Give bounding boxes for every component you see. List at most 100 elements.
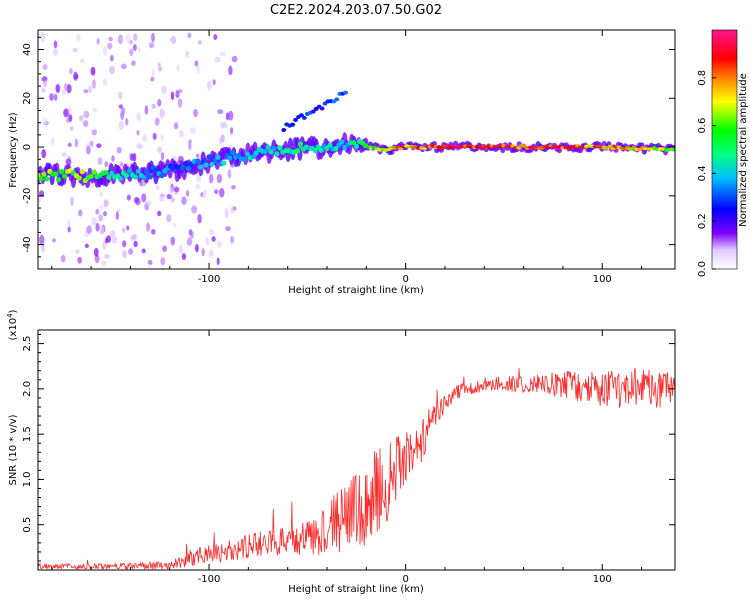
- spectrogram-noise-cell: [99, 191, 103, 198]
- spectrogram-noise-cell: [209, 228, 214, 236]
- spectrogram-noise-cell: [116, 146, 122, 154]
- spectrogram-noise-cell: [43, 79, 48, 88]
- spectrogram-noise-cell: [111, 235, 118, 244]
- spectrogram-noise-cell: [67, 142, 72, 147]
- spectrogram-branch-cell: [310, 109, 316, 114]
- spectrogram-noise-cell: [76, 33, 81, 42]
- spectrogram-noise-cell: [137, 46, 141, 53]
- spectrogram-noise-cell: [92, 108, 98, 113]
- spectrogram-noise-cell: [151, 228, 156, 235]
- spectrogram-noise-cell: [185, 50, 190, 58]
- spectrogram-branch-cell: [334, 97, 340, 102]
- spectrogram-noise-cell: [214, 56, 221, 63]
- spectrogram-branch-cell: [301, 115, 307, 120]
- spectrogram-noise-cell: [157, 62, 161, 67]
- spectrogram-xlabel: Height of straight line (km): [288, 285, 424, 296]
- spectrogram-noise-cell: [108, 36, 114, 42]
- spectrogram-noise-cell: [128, 248, 134, 255]
- spectrogram-noise-cell: [188, 142, 192, 151]
- spectrogram-noise-cell: [160, 151, 165, 161]
- spectrogram-ridge-cell: [61, 173, 68, 179]
- spectrogram-noise-cell: [196, 153, 200, 158]
- spectrogram-ridge-cell: [230, 150, 236, 156]
- spectrogram-ridge-cell: [182, 160, 189, 167]
- spectrogram-ridge-cell: [353, 143, 360, 149]
- spectrogram-noise-cell: [72, 47, 78, 53]
- spectrogram-noise-cell: [40, 32, 46, 42]
- spectrogram-noise-cell: [201, 248, 206, 257]
- spectrogram-noise-cell: [166, 193, 172, 200]
- spectrogram-ridge-cell: [262, 148, 268, 155]
- spectrogram-noise-cell: [176, 64, 180, 72]
- spectrogram-noise-cell: [115, 211, 119, 220]
- spectrogram-noise-cell: [96, 143, 102, 148]
- spectrogram-noise-cell: [173, 186, 180, 193]
- spectrogram-noise-cell: [111, 155, 115, 162]
- spectrogram-ridge-cell: [41, 171, 47, 177]
- spectrogram-noise-cell: [212, 79, 216, 86]
- spectrogram-noise-cell: [60, 254, 66, 263]
- spectrogram-noise-cell: [61, 152, 67, 158]
- spectrogram-noise-cell: [231, 55, 238, 63]
- spectrogram-ridge-cell: [206, 154, 212, 160]
- spectrogram-noise-cell: [122, 250, 127, 259]
- spectrogram-noise-cell: [83, 120, 89, 128]
- spectrogram-noise-cell: [80, 58, 85, 64]
- spectrogram-noise-cell: [133, 240, 138, 248]
- spectrogram-noise-cell: [67, 107, 72, 114]
- colorbar-tick-label: 0.4: [697, 165, 708, 181]
- spectrogram-ridge-cell: [159, 173, 165, 179]
- snr-frame: [37, 329, 676, 571]
- spectrogram-noise-cell: [191, 205, 198, 214]
- spectrogram-noise-cell: [159, 196, 165, 202]
- spectrogram-noise-cell: [131, 233, 137, 240]
- spectrogram-noise-cell: [151, 32, 155, 43]
- svg-text:(x104): (x104): [6, 309, 19, 340]
- spectrogram-branch-cell: [290, 122, 296, 127]
- spectrogram-noise-cell: [219, 188, 225, 198]
- spectrogram-ridge-cell: [126, 168, 133, 174]
- spectrogram-noise-cell: [120, 63, 127, 70]
- snr-ytick-label: 0.5: [22, 517, 33, 533]
- spectrogram-noise-cell: [53, 93, 58, 102]
- spectrogram-noise-cell: [145, 200, 152, 206]
- spectrogram-noise-cell: [206, 80, 212, 91]
- spectrogram-noise-cell: [179, 130, 184, 138]
- spectrogram-noise-cell: [69, 68, 73, 75]
- spectrogram-noise-cell: [155, 184, 160, 191]
- snr-ylabel: SNR (10 * v/v): [8, 414, 19, 485]
- spectrogram-noise-cell: [228, 65, 233, 76]
- spectrogram-ridge-cell: [274, 151, 280, 157]
- snr-ytick-label: 1.0: [22, 471, 33, 487]
- spectrogram-branch-cell: [343, 90, 349, 95]
- spectrogram-marks: [38, 32, 675, 266]
- spectrogram-noise-cell: [122, 227, 126, 233]
- spectrogram-halo-cell: [294, 136, 301, 150]
- colorbar-tick-label: 0.6: [697, 118, 708, 134]
- spectrogram-ridge-cell: [106, 174, 112, 180]
- spectrogram-noise-cell: [157, 66, 163, 72]
- spectrogram-ridge-cell: [197, 164, 203, 170]
- spectrogram-ridge-cell: [294, 148, 301, 154]
- spectrogram-ridge-cell: [79, 169, 85, 175]
- spectrogram-ridge-cell: [271, 146, 277, 152]
- spectrogram-noise-cell: [157, 210, 162, 217]
- spectrogram-noise-cell: [220, 134, 225, 143]
- spectrogram-noise-cell: [84, 243, 89, 249]
- spectrogram-noise-cell: [88, 85, 93, 93]
- spectrogram-noise-cell: [196, 65, 200, 74]
- spectrogram-ridge-cell: [350, 139, 357, 146]
- spectrogram-noise-cell: [95, 222, 100, 232]
- spectrogram-noise-cell: [38, 194, 42, 204]
- spectrogram-noise-cell: [151, 68, 155, 77]
- spectrogram-noise-cell: [79, 115, 84, 122]
- spectrogram-noise-cell: [178, 245, 183, 254]
- spectrogram-noise-cell: [66, 117, 70, 124]
- spectrogram-noise-cell: [188, 139, 192, 144]
- spectrogram-noise-cell: [217, 109, 224, 115]
- snr-xtick-label: -100: [198, 574, 221, 585]
- spectrogram-noise-cell: [110, 54, 114, 62]
- spectrogram-noise-cell: [107, 42, 113, 50]
- spectrogram-noise-cell: [152, 132, 157, 140]
- spectrogram-ridge-cell: [241, 156, 248, 162]
